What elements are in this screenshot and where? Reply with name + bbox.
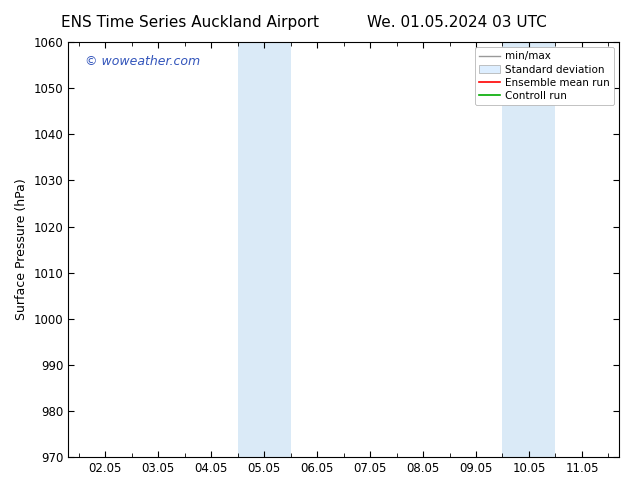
Bar <box>238 42 264 457</box>
Text: ENS Time Series Auckland Airport: ENS Time Series Auckland Airport <box>61 15 319 30</box>
Y-axis label: Surface Pressure (hPa): Surface Pressure (hPa) <box>15 179 28 320</box>
Text: We. 01.05.2024 03 UTC: We. 01.05.2024 03 UTC <box>366 15 547 30</box>
Bar <box>264 42 290 457</box>
Legend: min/max, Standard deviation, Ensemble mean run, Controll run: min/max, Standard deviation, Ensemble me… <box>475 47 614 105</box>
Bar <box>503 42 529 457</box>
Text: © woweather.com: © woweather.com <box>85 54 200 68</box>
Bar <box>529 42 555 457</box>
